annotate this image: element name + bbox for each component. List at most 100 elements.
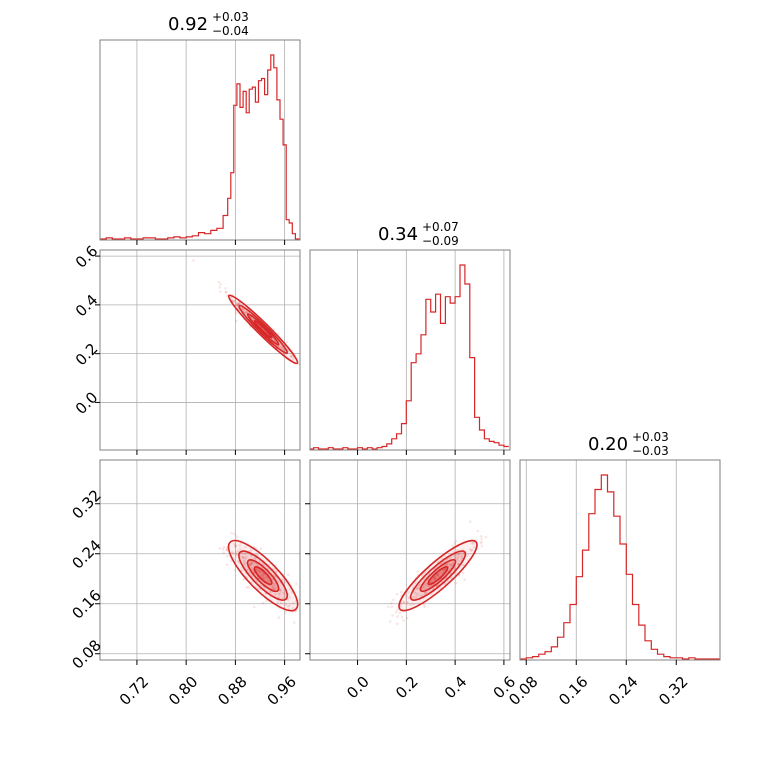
- scatter-point: [425, 591, 429, 594]
- scatter-point: [423, 592, 427, 595]
- panel-frame: [99, 39, 301, 241]
- scatter-point: [472, 545, 476, 549]
- scatter-point: [245, 586, 249, 589]
- scatter-point: [268, 591, 272, 594]
- x-tick-label: 0.72: [116, 673, 152, 709]
- scatter-point: [229, 559, 233, 562]
- scatter-point: [279, 590, 283, 593]
- scatter-point: [456, 562, 460, 565]
- x-tick-label: 0.96: [264, 673, 300, 709]
- scatter-point: [236, 303, 239, 307]
- scatter-point: [423, 572, 426, 575]
- scatter-point: [453, 555, 457, 559]
- scatter-point: [297, 599, 300, 602]
- scatter-point: [221, 547, 225, 551]
- scatter-point: [235, 319, 238, 323]
- scatter-point: [470, 541, 474, 545]
- scatter-point: [258, 570, 262, 574]
- scatter-point: [230, 550, 234, 554]
- scatter-point: [261, 574, 265, 578]
- scatter-point: [468, 548, 472, 551]
- scatter-point: [244, 311, 248, 314]
- scatter-point: [234, 311, 238, 315]
- scatter-point: [416, 570, 420, 573]
- scatter-point: [272, 582, 275, 585]
- y-tick-label: 0.16: [69, 586, 105, 622]
- scatter-point: [272, 584, 276, 588]
- scatter-point: [292, 601, 295, 605]
- scatter-point: [242, 559, 246, 562]
- scatter-point: [395, 592, 399, 596]
- scatter-point: [236, 560, 240, 563]
- scatter-point: [415, 587, 419, 590]
- scatter-point: [411, 584, 415, 587]
- scatter-point: [472, 542, 475, 545]
- scatter-point: [258, 560, 261, 564]
- scatter-point: [415, 595, 418, 598]
- scatter-point: [279, 601, 283, 605]
- scatter-point: [233, 542, 236, 546]
- scatter-point: [237, 302, 241, 306]
- scatter-point: [480, 540, 483, 543]
- scatter-point: [262, 572, 266, 576]
- scatter-point: [231, 552, 235, 555]
- scatter-point: [429, 580, 432, 584]
- scatter-point: [284, 611, 288, 614]
- y-tick-label: 0.4: [72, 291, 102, 321]
- scatter-point: [456, 552, 460, 556]
- scatter-point: [280, 345, 283, 348]
- scatter-point: [432, 577, 436, 580]
- scatter-point: [400, 590, 403, 594]
- panel-frame: [519, 459, 721, 661]
- scatter-point: [282, 591, 285, 595]
- y-tick-label: 0.24: [69, 536, 105, 572]
- y-tick-label: 0.0: [72, 388, 102, 418]
- scatter-point: [291, 354, 294, 358]
- scatter-point: [415, 592, 418, 595]
- scatter-point: [391, 614, 394, 617]
- scatter-point: [456, 552, 459, 556]
- scatter-point: [446, 562, 450, 566]
- scatter-point: [280, 346, 283, 350]
- panel-frame: [99, 249, 301, 451]
- scatter-panel-1: [99, 249, 301, 451]
- scatter-point: [224, 291, 228, 294]
- scatter-point: [459, 552, 462, 555]
- scatter-point: [234, 303, 238, 307]
- scatter-point: [273, 567, 277, 571]
- scatter-point: [433, 577, 437, 581]
- scatter-point: [286, 598, 290, 602]
- scatter-point: [222, 545, 226, 549]
- scatter-point: [297, 362, 300, 366]
- scatter-point: [280, 577, 284, 581]
- scatter-point: [240, 552, 244, 555]
- density-contour: [398, 539, 478, 612]
- scatter-point: [242, 308, 246, 312]
- scatter-point: [218, 547, 222, 550]
- scatter-point: [259, 547, 263, 550]
- scatter-point: [244, 562, 248, 565]
- scatter-point: [461, 552, 465, 555]
- scatter-point: [219, 282, 222, 286]
- scatter-point: [236, 302, 239, 306]
- x-tick-label: 0.2: [392, 673, 422, 703]
- scatter-point: [233, 532, 236, 536]
- scatter-point: [258, 570, 261, 573]
- scatter-point: [277, 345, 281, 348]
- scatter-point: [390, 601, 393, 605]
- scatter-point: [443, 569, 446, 572]
- scatter-point: [444, 555, 447, 558]
- scatter-point: [457, 553, 461, 557]
- scatter-point: [271, 584, 275, 588]
- histogram-line: [310, 264, 509, 450]
- scatter-point: [235, 552, 238, 556]
- param-title-plus: +0.03: [212, 10, 249, 24]
- scatter-point: [402, 600, 406, 604]
- scatter-point: [405, 601, 409, 604]
- scatter-point: [265, 576, 269, 579]
- scatter-point: [453, 542, 457, 545]
- scatter-point: [460, 555, 463, 559]
- scatter-point: [242, 578, 246, 581]
- scatter-point: [270, 586, 274, 589]
- scatter-point: [277, 616, 281, 619]
